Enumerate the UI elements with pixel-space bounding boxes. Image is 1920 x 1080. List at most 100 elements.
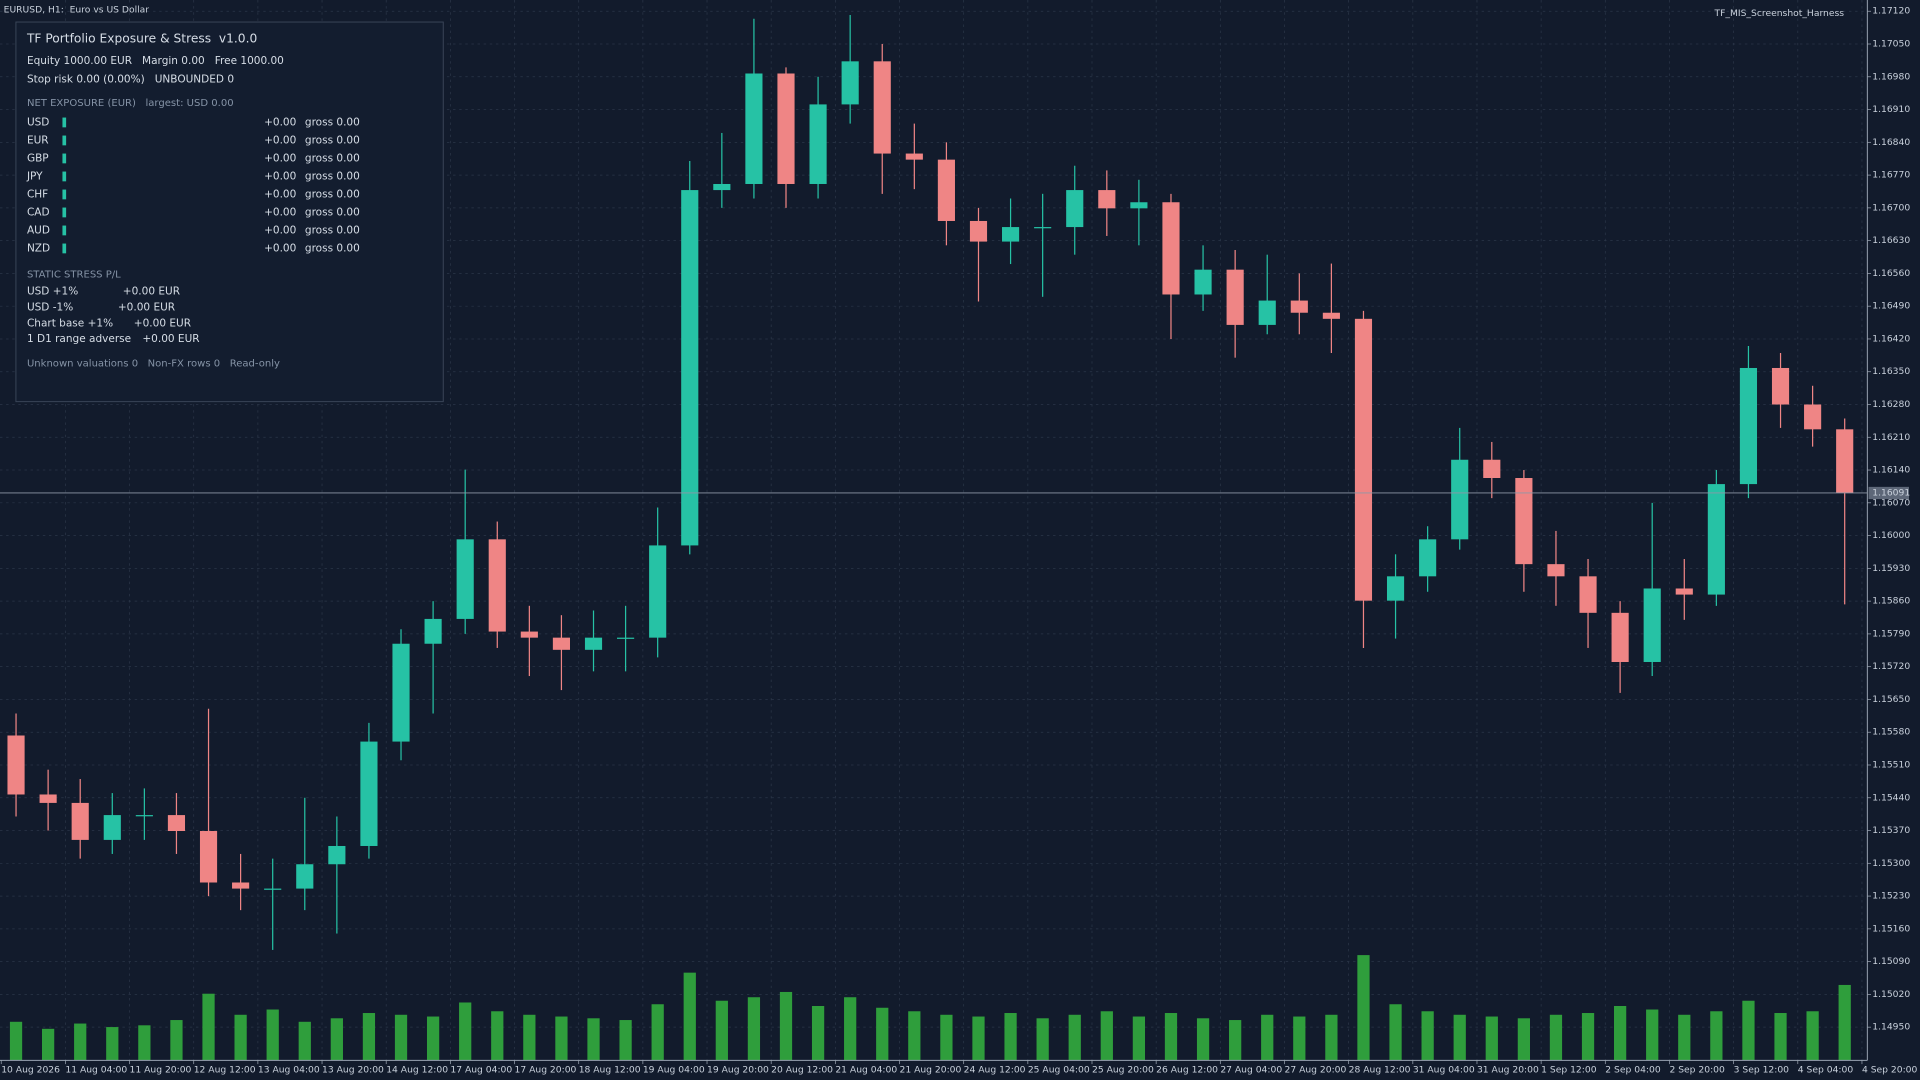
current-price-tag	[1868, 486, 1909, 500]
candle-body	[135, 815, 153, 817]
stress-header: STATIC STRESS P/L	[27, 269, 121, 280]
net-exposure: +0.00	[264, 188, 296, 200]
gross-exposure: gross 0.00	[305, 170, 360, 182]
candle-body	[1034, 227, 1052, 229]
exposure-bar	[62, 171, 67, 182]
x-tick-label: 25 Aug 20:00	[1092, 1065, 1154, 1076]
x-tick-label: 2 Sep 04:00	[1605, 1065, 1661, 1076]
currency-code: CHF	[27, 188, 48, 200]
net-exposure: +0.00	[264, 134, 296, 146]
stress-pl: +0.00 EUR	[134, 317, 191, 329]
symbol-label: EURUSD, H1: Euro vs US Dollar	[4, 4, 150, 15]
stress-scenario: 1 D1 range adverse	[27, 333, 131, 345]
x-tick-label: 31 Aug 04:00	[1413, 1065, 1475, 1076]
candle-body	[1002, 227, 1020, 242]
candle-body	[296, 864, 314, 889]
volume-bar	[1164, 1013, 1178, 1061]
y-tick-label: 1.15090	[1872, 956, 1910, 967]
volume-bar	[138, 1025, 151, 1061]
net-exposure: +0.00	[264, 116, 296, 128]
y-tick-label: 1.15860	[1872, 596, 1910, 607]
exposure-header: NET EXPOSURE (EUR) largest: USD 0.00	[27, 98, 234, 109]
x-tick-label: 20 Aug 12:00	[771, 1065, 833, 1076]
net-exposure: +0.00	[264, 170, 296, 182]
currency-code: EUR	[27, 134, 49, 146]
candle-body	[969, 220, 988, 242]
exposure-bar	[62, 189, 67, 200]
volume-bar	[1357, 955, 1370, 1061]
x-tick-label: 10 Aug 2026	[1, 1065, 60, 1076]
candle-body	[1643, 588, 1661, 662]
volume-bar	[619, 1020, 632, 1061]
y-tick-label: 1.15720	[1872, 661, 1910, 672]
volume-bar	[1261, 1014, 1274, 1061]
x-tick-label: 14 Aug 12:00	[386, 1065, 448, 1076]
candle-body	[360, 741, 378, 846]
y-tick-label: 1.16630	[1872, 235, 1910, 246]
candle-body	[7, 735, 25, 795]
volume-bar	[1646, 1009, 1659, 1061]
candle-body	[1547, 564, 1565, 577]
candle-body	[1066, 190, 1084, 228]
volume-bar	[1293, 1016, 1306, 1061]
x-tick-label: 25 Aug 04:00	[1028, 1065, 1090, 1076]
candle-body	[1098, 190, 1116, 209]
volume-bar	[1742, 1000, 1755, 1061]
stress-scenario: USD -1%	[27, 301, 73, 313]
volume-bar	[1710, 1011, 1723, 1061]
net-exposure: +0.00	[264, 152, 296, 164]
volume-bar	[683, 972, 696, 1061]
volume-bar	[876, 1007, 889, 1061]
harness-label[interactable]: TF_MIS_Screenshot_Harness	[1714, 8, 1845, 19]
volume-bar	[1100, 1011, 1113, 1061]
x-tick-label: 17 Aug 04:00	[450, 1065, 512, 1076]
volume-bar	[394, 1014, 408, 1061]
volume-bar	[491, 1011, 504, 1061]
volume-bar	[266, 1009, 279, 1061]
stress-pl: +0.00 EUR	[142, 333, 199, 345]
x-tick-label: 26 Aug 12:00	[1156, 1065, 1218, 1076]
candle-body	[649, 545, 667, 638]
y-tick-label: 1.16140	[1872, 465, 1910, 476]
net-exposure: +0.00	[264, 224, 296, 236]
x-tick-label: 12 Aug 12:00	[194, 1065, 256, 1076]
x-tick-label: 31 Aug 20:00	[1477, 1065, 1539, 1076]
candle-body	[232, 882, 250, 889]
volume-bar	[9, 1021, 23, 1061]
x-tick-label: 21 Aug 20:00	[900, 1065, 962, 1076]
y-tick-label: 1.16350	[1872, 366, 1910, 377]
x-tick-label: 2 Sep 20:00	[1669, 1065, 1725, 1076]
volume-bar	[844, 997, 857, 1061]
y-tick-label: 1.15510	[1872, 759, 1910, 770]
net-exposure: +0.00	[264, 206, 296, 218]
candle-body	[713, 183, 731, 191]
volume-bar	[811, 1006, 825, 1061]
candle-body	[167, 815, 186, 832]
y-tick-label: 1.16210	[1872, 432, 1910, 443]
y-tick-label: 1.16770	[1872, 170, 1910, 181]
candle-body	[1226, 269, 1244, 325]
volume-bar	[330, 1018, 343, 1061]
x-tick-label: 13 Aug 20:00	[322, 1065, 384, 1076]
volume-bar	[1229, 1020, 1242, 1061]
candle-body	[937, 159, 955, 221]
candle-body	[584, 637, 603, 650]
candle-body	[552, 637, 570, 650]
candle-body	[39, 794, 57, 803]
stress-scenario: Chart base +1%	[27, 317, 113, 329]
y-tick-label: 1.14950	[1872, 1022, 1910, 1033]
candle-body	[1707, 484, 1725, 595]
candle-body	[1451, 459, 1469, 540]
y-tick-label: 1.15440	[1872, 792, 1910, 803]
candle-body	[392, 643, 410, 742]
y-tick-label: 1.16700	[1872, 202, 1910, 213]
x-tick-label: 24 Aug 12:00	[964, 1065, 1026, 1076]
x-tick-label: 18 Aug 12:00	[579, 1065, 641, 1076]
volume-bar	[1774, 1013, 1787, 1061]
candle-body	[1130, 202, 1148, 209]
volume-bar	[170, 1020, 183, 1061]
candle-body	[841, 61, 859, 105]
candle-body	[1515, 478, 1533, 565]
exposure-bar	[62, 207, 67, 218]
candle-body	[456, 539, 474, 619]
